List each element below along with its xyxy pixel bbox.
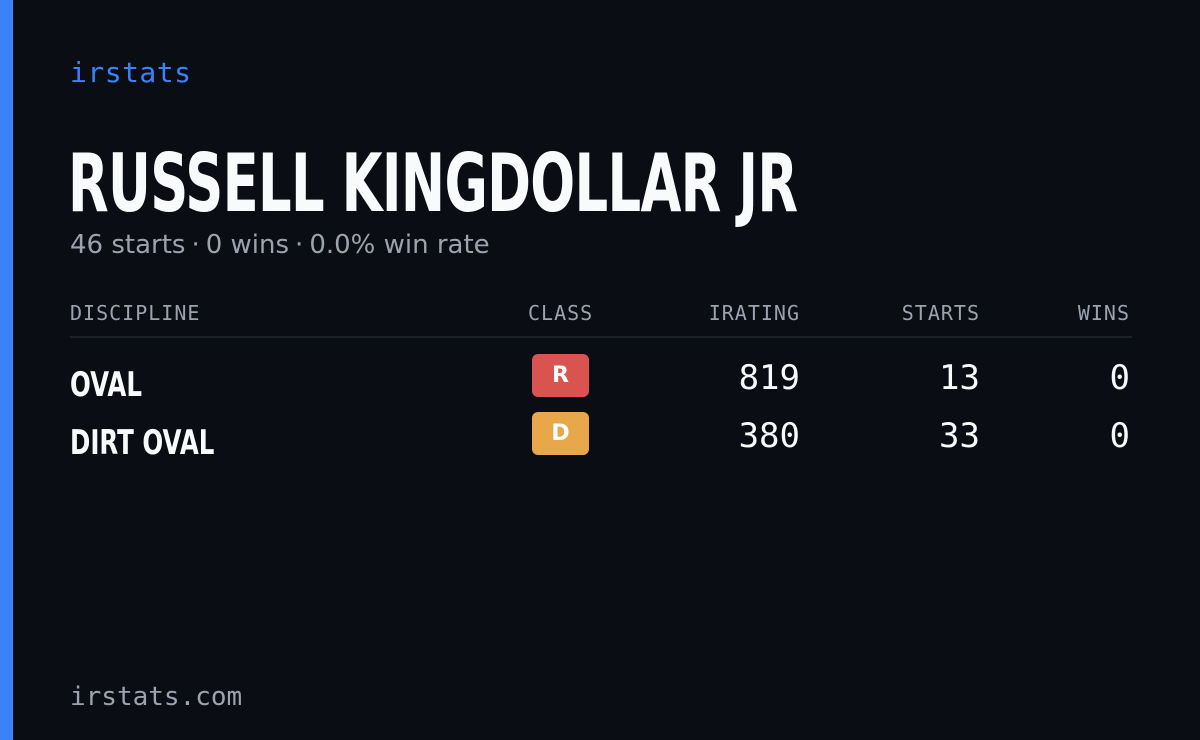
discipline-name: OVAL [70,365,142,405]
starts-value: 33 [939,416,980,456]
wins-summary: 0 wins [205,230,290,260]
win-rate-summary: 0.0% win rate [309,230,490,260]
irating-value: 380 [738,416,800,456]
discipline-table: DISCIPLINE CLASS IRATING STARTS WINS OVA… [70,296,1132,470]
starts-value: 13 [939,358,980,398]
accent-bar [0,0,13,740]
column-header-starts: STARTS [901,301,980,325]
wins-value: 0 [1109,358,1130,398]
column-header-discipline: DISCIPLINE [70,301,201,325]
irating-value: 819 [738,358,800,398]
column-header-wins: WINS [1077,301,1130,325]
table-header: DISCIPLINE CLASS IRATING STARTS WINS [70,296,1132,338]
wins-value: 0 [1109,416,1130,456]
license-class-badge: R [532,354,589,397]
brand-logo[interactable]: irstats [70,56,192,89]
footer-url[interactable]: irstats.com [70,682,243,712]
separator: · [295,230,304,260]
separator: · [191,230,200,260]
column-header-irating: IRATING [708,301,800,325]
discipline-name: DIRT OVAL [70,423,215,463]
table-row: OVAL R 819 13 0 [70,354,1132,412]
column-header-class: CLASS [528,301,594,325]
license-class-badge: D [532,412,589,455]
table-row: DIRT OVAL D 380 33 0 [70,412,1132,470]
driver-name: RUSSELL KINGDOLLAR JR [68,137,798,230]
starts-summary: 46 starts [70,230,186,260]
driver-summary: 46 starts · 0 wins · 0.0% win rate [70,228,490,262]
